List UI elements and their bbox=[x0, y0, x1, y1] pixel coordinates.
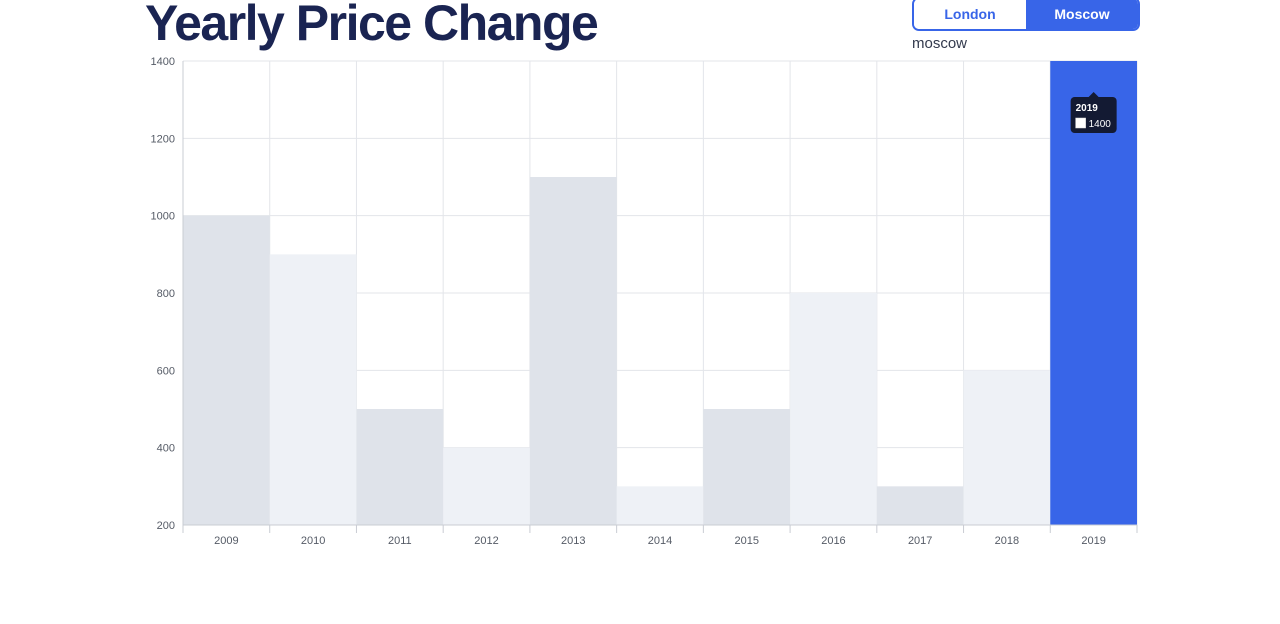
bar-2017[interactable] bbox=[876, 486, 964, 525]
y-tick-label: 200 bbox=[157, 520, 175, 532]
bar-2019[interactable] bbox=[1050, 61, 1137, 525]
bar-2013[interactable] bbox=[529, 177, 617, 525]
x-tick-label: 2019 bbox=[1081, 535, 1105, 547]
bar-2014[interactable] bbox=[616, 486, 704, 525]
y-tick-label: 1400 bbox=[151, 56, 175, 68]
bar-2010[interactable] bbox=[269, 254, 357, 526]
chart-axes: 200 400 600 800 1000 1200 1400 2009 2010 2011 2012… bbox=[151, 56, 1138, 547]
y-tick-label: 1000 bbox=[151, 211, 175, 223]
page-title: Yearly Price Change bbox=[145, 0, 599, 51]
y-tick-label: 400 bbox=[157, 443, 175, 455]
bar-2011[interactable] bbox=[356, 409, 444, 525]
y-tick-label: 800 bbox=[157, 288, 175, 300]
x-tick-label: 2012 bbox=[474, 535, 498, 547]
london-toggle-button[interactable]: London bbox=[914, 0, 1026, 29]
selected-city-label: moscow bbox=[912, 35, 968, 52]
x-tick-label: 2018 bbox=[995, 535, 1019, 547]
moscow-toggle-button[interactable]: Moscow bbox=[1026, 0, 1138, 29]
tooltip-swatch bbox=[1075, 117, 1086, 129]
chart-bars bbox=[183, 61, 1137, 526]
y-tick-label: 1200 bbox=[151, 133, 175, 145]
x-tick-label: 2010 bbox=[301, 535, 325, 547]
city-toggle: London Moscow bbox=[912, 0, 1140, 31]
x-tick-label: 2014 bbox=[648, 535, 672, 547]
tooltip-value: 1400 bbox=[1089, 119, 1112, 130]
tooltip-title: 2019 bbox=[1076, 103, 1099, 114]
x-tick-label: 2013 bbox=[561, 535, 585, 547]
x-tick-label: 2016 bbox=[821, 535, 845, 547]
x-tick-label: 2015 bbox=[734, 535, 758, 547]
y-tick-label: 600 bbox=[157, 365, 175, 377]
tooltip-box: 2019 1400 bbox=[1070, 92, 1117, 133]
bar-2015[interactable] bbox=[703, 409, 791, 525]
bar-2018[interactable] bbox=[963, 370, 1051, 525]
bar-2009[interactable] bbox=[183, 215, 270, 525]
tooltip-arrow bbox=[1088, 92, 1099, 97]
bar-2016[interactable] bbox=[790, 293, 877, 525]
bar-2012[interactable] bbox=[443, 447, 530, 525]
chart-tooltip: 2019 1400 bbox=[1070, 92, 1117, 133]
x-tick-label: 2017 bbox=[908, 535, 932, 547]
x-tick-label: 2009 bbox=[214, 535, 238, 547]
x-tick-label: 2011 bbox=[388, 535, 412, 547]
